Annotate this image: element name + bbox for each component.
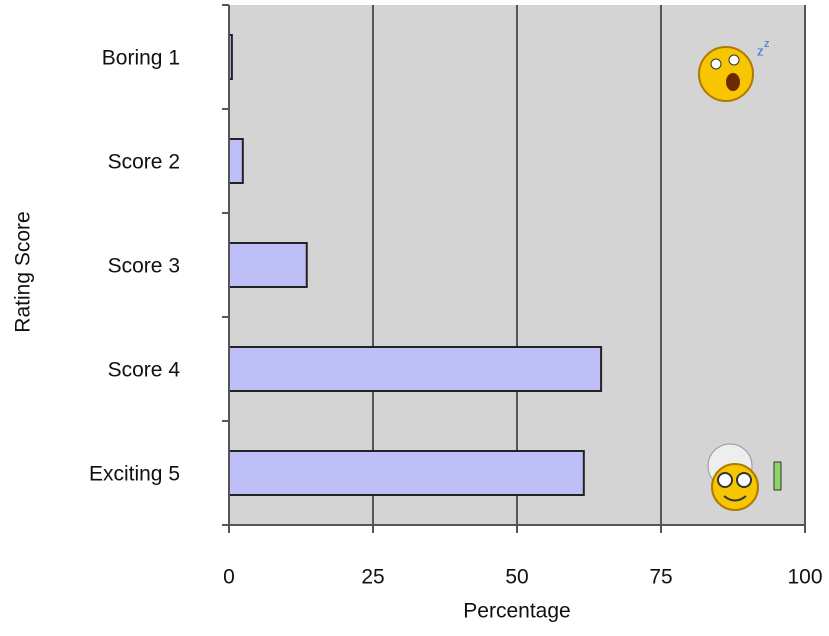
y-axis-title: Rating Score — [12, 211, 35, 332]
x-tick-label: 25 — [361, 566, 384, 589]
bar — [228, 450, 585, 496]
y-tick-label: Score 2 — [108, 151, 180, 174]
x-tick-label: 100 — [787, 566, 822, 589]
bar — [228, 346, 603, 392]
y-tick-label: Boring 1 — [102, 47, 180, 70]
scientist-emoji — [707, 443, 782, 511]
y-tick-label: Score 4 — [108, 359, 181, 382]
x-axis-title: Percentage — [463, 600, 570, 623]
sleepy-emoji: z z — [698, 38, 770, 102]
bar — [228, 242, 308, 288]
y-tick-label: Exciting 5 — [89, 463, 180, 486]
svg-text:z: z — [764, 38, 770, 50]
svg-text:z: z — [757, 43, 764, 58]
y-tick-label: Score 3 — [108, 255, 180, 278]
x-tick-label: 75 — [649, 566, 672, 589]
x-tick-label: 50 — [505, 566, 528, 589]
x-tick-label: 0 — [223, 566, 235, 589]
bar — [228, 138, 244, 184]
